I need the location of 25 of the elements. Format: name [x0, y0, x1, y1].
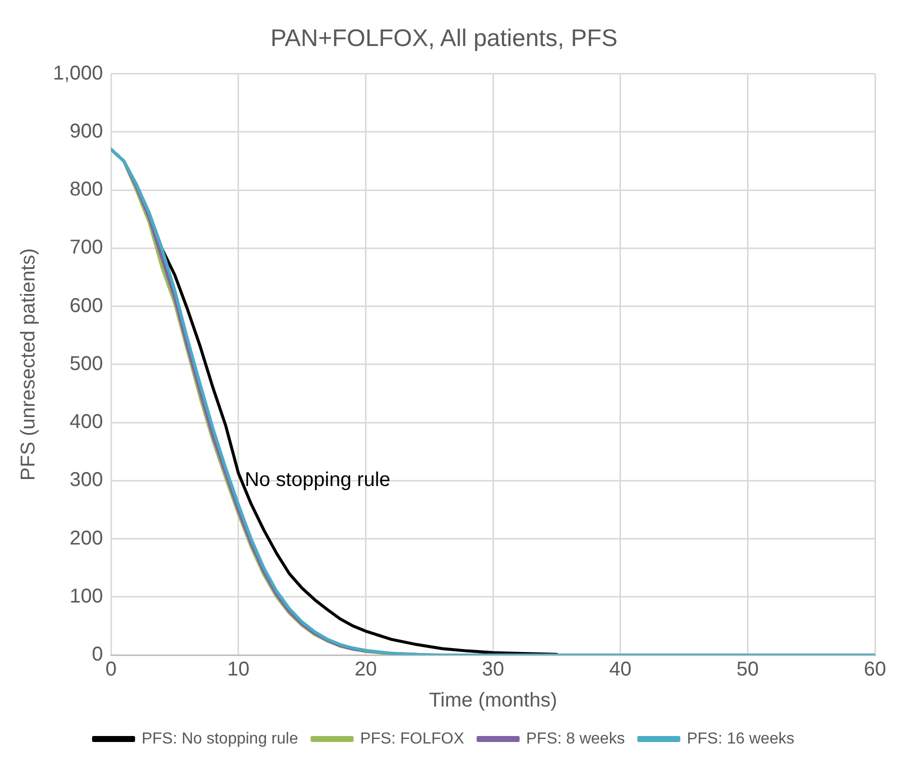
y-tick-label: 400: [70, 411, 104, 434]
y-tick-label: 600: [70, 294, 104, 317]
y-tick-label: 700: [70, 236, 104, 259]
legend-label: PFS: FOLFOX: [360, 730, 464, 748]
x-axis-title: Time (months): [428, 690, 558, 712]
y-tick-label: 200: [70, 527, 104, 550]
y-tick-label: 800: [70, 178, 104, 201]
x-tick-label: 50: [736, 658, 759, 681]
y-tick-label: 500: [70, 352, 104, 375]
annotation: No stopping rule: [244, 469, 390, 492]
legend-label: PFS: No stopping rule: [142, 730, 298, 748]
y-tick-label: 1,000: [52, 62, 104, 84]
x-tick-label: 40: [609, 658, 632, 681]
x-tick-label: 10: [227, 658, 250, 681]
y-tick-label: 0: [92, 644, 104, 666]
legend-label: PFS: 16 weeks: [686, 730, 794, 748]
legend-label: PFS: 8 weeks: [526, 730, 625, 748]
chart-title: PAN+FOLFOX, All patients, PFS: [270, 25, 618, 52]
y-axis-title: PFS (unresected patients): [18, 248, 40, 481]
y-tick-label: 900: [70, 120, 104, 142]
x-tick-label: 30: [482, 658, 504, 681]
x-tick-label: 20: [354, 658, 377, 681]
y-tick-label: 100: [70, 585, 104, 608]
y-tick-label: 300: [70, 469, 104, 492]
x-tick-label: 60: [864, 658, 886, 681]
